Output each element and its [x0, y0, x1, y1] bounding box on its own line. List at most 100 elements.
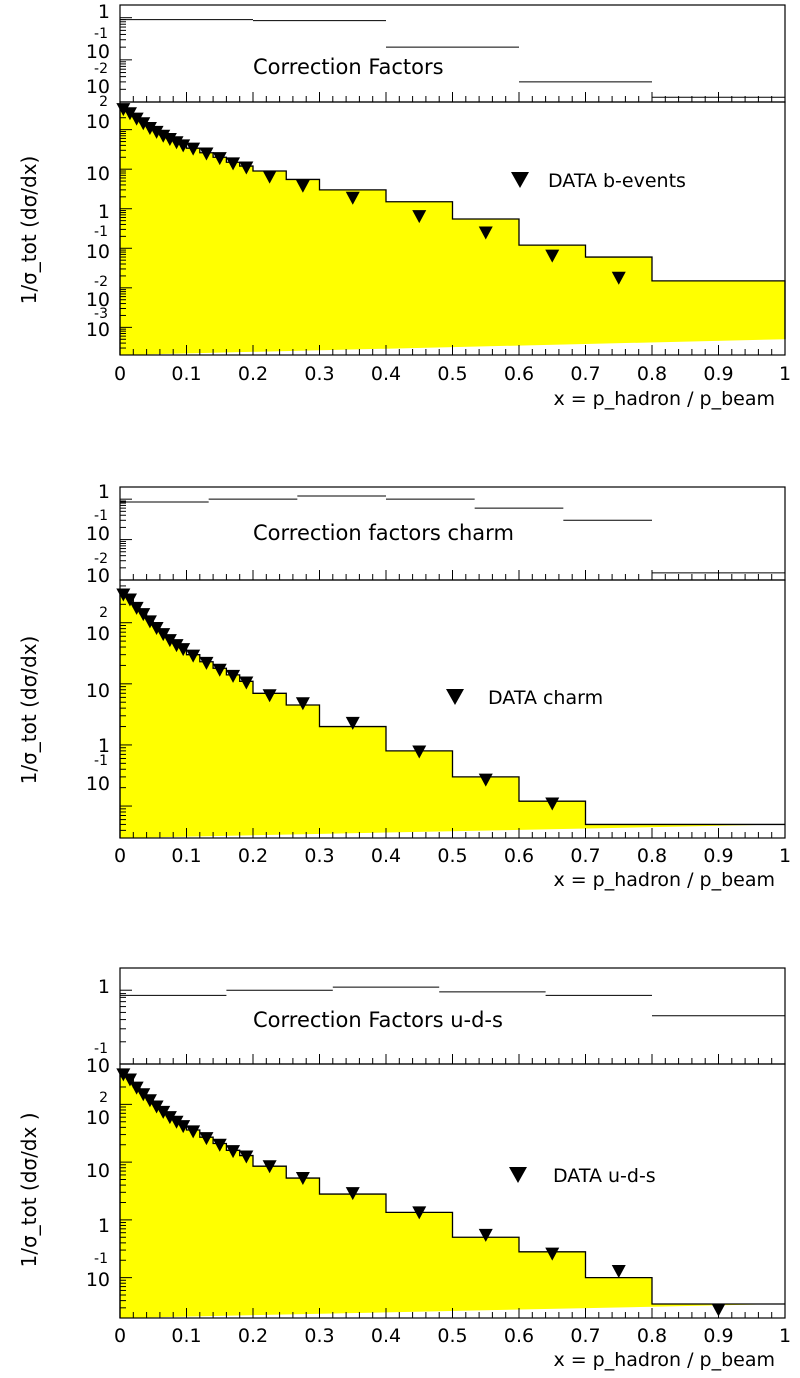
x-tick-label: 0.4 [371, 845, 401, 867]
y-tick-label: 1 [98, 1215, 110, 1237]
y-axis-label: 1/σ_tot (dσ/dx ) [17, 1112, 41, 1267]
data-point [156, 1105, 171, 1119]
x-tick-label: 0.9 [703, 845, 733, 867]
data-point [142, 122, 157, 136]
y-tick-label: 10 [86, 319, 110, 341]
chart-panel-1: 0 0.1 0.2 0.3 0.4 0.5 0.6 0.7 0.8 0.9 1102101-110-… [17, 1, 791, 410]
data-point [162, 1111, 177, 1125]
x-tick-label: 0.3 [304, 363, 334, 385]
x-axis-label: x = p_hadron / p_beam [553, 388, 775, 410]
correction-tick-label: 10 [86, 523, 110, 545]
data-point [186, 1125, 201, 1139]
correction-tick-label: 10 [86, 76, 110, 98]
x-tick-label: 0.3 [304, 845, 334, 867]
legend-label: DATA charm [488, 687, 603, 709]
x-tick-label: 0.4 [371, 1325, 401, 1347]
data-point [412, 745, 427, 759]
y-tick-label: 10 [86, 1107, 110, 1129]
data-point [262, 170, 277, 184]
data-point [262, 1160, 277, 1174]
data-point [186, 649, 201, 663]
y-tick-label: 10 [86, 111, 110, 133]
x-tick-label: 0 [114, 363, 126, 385]
data-point [122, 593, 137, 607]
correction-tick-label: -2 [94, 61, 108, 77]
x-tick-label: 0.8 [637, 845, 667, 867]
data-point [478, 773, 493, 787]
x-axis-label: x = p_hadron / p_beam [553, 1349, 775, 1371]
mc-histogram [119, 592, 785, 838]
correction-label: Correction Factors u-d-s [253, 1008, 503, 1032]
y-tick-label: -1 [94, 753, 108, 769]
data-point [226, 669, 241, 683]
chart-panel-3: 0 0.1 0.2 0.3 0.4 0.5 0.6 0.7 0.8 0.9 1102101-1101… [17, 967, 791, 1371]
data-point [136, 608, 151, 622]
data-point [176, 1120, 191, 1134]
data-point [122, 107, 137, 121]
mc-histogram [119, 1072, 785, 1318]
data-point [142, 615, 157, 629]
y-tick-label: -2 [94, 274, 108, 290]
data-point [262, 689, 277, 703]
data-point [239, 1150, 254, 1164]
y-tick-label: 10 [86, 241, 110, 263]
x-tick-label: 0.8 [637, 1325, 667, 1347]
data-point [412, 1206, 427, 1220]
data-point [212, 663, 227, 677]
data-point [239, 161, 254, 175]
x-tick-label: 0.5 [437, 363, 467, 385]
y-tick-label: 10 [86, 1160, 110, 1182]
data-point [295, 1172, 310, 1186]
x-tick-label: 0.9 [703, 1325, 733, 1347]
data-point [149, 125, 164, 139]
data-point [226, 1145, 241, 1159]
correction-tick-label: -1 [94, 508, 108, 524]
data-point [345, 191, 360, 205]
data-point [295, 697, 310, 711]
x-tick-label: 1 [779, 1325, 791, 1347]
correction-label: Correction factors charm [253, 521, 514, 545]
y-tick-label: 2 [99, 94, 108, 110]
x-tick-label: 0.5 [437, 845, 467, 867]
data-point [149, 1100, 164, 1114]
x-tick-label: 0.1 [171, 1325, 201, 1347]
data-point [162, 634, 177, 648]
data-point [199, 656, 214, 670]
mc-histogram [119, 107, 786, 355]
correction-tick-label: -1 [94, 26, 108, 42]
data-point [611, 1265, 626, 1279]
x-tick-label: 0.2 [238, 1325, 268, 1347]
x-tick-label: 0.7 [570, 1325, 600, 1347]
legend-marker [446, 689, 464, 705]
data-point [199, 1132, 214, 1146]
correction-label: Correction Factors [253, 55, 444, 79]
y-tick-label: -3 [94, 306, 108, 322]
data-point [129, 1081, 144, 1095]
data-point [611, 271, 626, 285]
y-tick-label: 10 [86, 623, 110, 645]
data-point [478, 226, 493, 240]
correction-tick-label: 10 [86, 565, 110, 587]
correction-tick-label: 1 [98, 1, 110, 23]
y-tick-label: 10 [86, 163, 110, 185]
x-tick-label: 0.9 [703, 363, 733, 385]
data-point [345, 1187, 360, 1201]
data-point [176, 139, 191, 153]
data-point [186, 142, 201, 156]
correction-tick-label: 1 [98, 976, 110, 998]
correction-tick-label: -2 [94, 551, 108, 567]
legend-marker [511, 172, 529, 188]
y-tick-label: 10 [86, 773, 110, 795]
data-point [545, 797, 560, 811]
correction-tick-label: -1 [94, 1041, 108, 1057]
x-tick-label: 0.6 [504, 1325, 534, 1347]
y-tick-label: 2 [99, 605, 108, 621]
y-axis-label: 1/σ_tot (dσ/dx) [17, 636, 41, 785]
y-axis-label: 1/σ_tot (dσ/dx) [17, 156, 41, 305]
x-tick-label: 0.1 [171, 363, 201, 385]
y-tick-label: 1 [98, 735, 110, 757]
data-point [226, 157, 241, 171]
legend-label: DATA b-events [548, 170, 686, 192]
data-point [176, 643, 191, 657]
correction-tick-label: 10 [86, 41, 110, 63]
